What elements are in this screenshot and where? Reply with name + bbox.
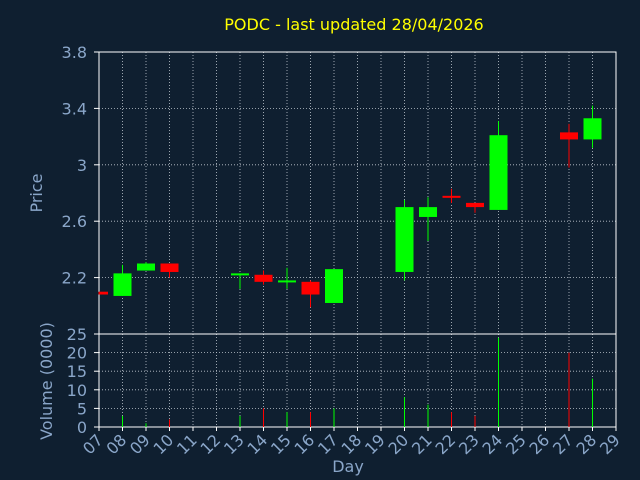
candle-body [99, 291, 108, 295]
volume-axis-title: Volume (0000) [37, 322, 56, 440]
price-ytick-label: 3.4 [62, 99, 87, 118]
candle-body [113, 273, 132, 296]
candle-body [560, 132, 578, 140]
volume-ytick-label: 5 [77, 399, 87, 418]
candle-body [301, 281, 320, 295]
candle-body [395, 207, 414, 272]
price-axis-title: Price [27, 173, 46, 212]
candle-body [325, 269, 343, 303]
candle-body [160, 263, 179, 272]
candle-body [583, 118, 602, 140]
xtick-label: 29 [596, 430, 624, 458]
candle-body [466, 202, 484, 208]
volume-ytick-label: 10 [67, 381, 87, 400]
volume-ytick-label: 0 [77, 418, 87, 437]
chart-title: PODC - last updated 28/04/2026 [224, 15, 483, 34]
price-ytick-label: 2.2 [62, 269, 87, 288]
candle-body [278, 280, 296, 283]
candle-body [489, 135, 508, 210]
candle-body [419, 207, 437, 217]
candle-body [254, 274, 273, 282]
price-ytick-label: 3 [77, 156, 87, 175]
x-axis-title: Day [332, 457, 364, 476]
volume-ytick-label: 15 [67, 362, 87, 381]
price-ytick-label: 3.8 [62, 43, 87, 62]
price-ytick-label: 2.6 [62, 212, 87, 231]
candle-body [442, 195, 461, 198]
volume-frame [98, 333, 617, 428]
candle-body [137, 263, 155, 271]
volume-ytick-label: 25 [67, 325, 87, 344]
candle-body [231, 273, 249, 276]
volume-ytick-label: 20 [67, 344, 87, 363]
